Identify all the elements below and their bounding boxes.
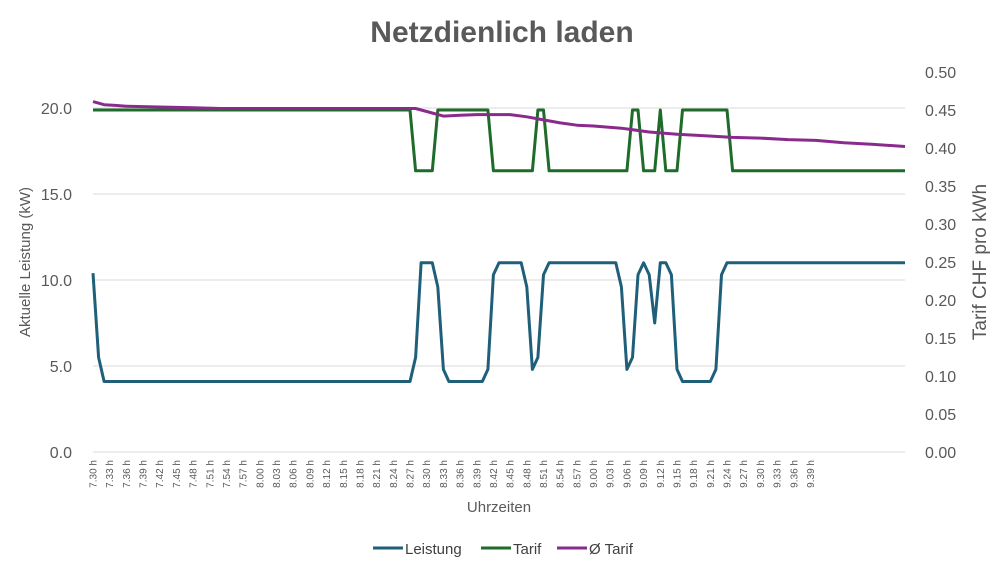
x-tick-label: 8.33 h <box>439 460 450 488</box>
x-axis: 7.30 h 7.33 h 7.36 h 7.39 h 7.42 h 7.45 h 7.48… <box>89 460 817 488</box>
x-tick-label: 9.24 h <box>723 460 734 488</box>
x-tick-label: 8.03 h <box>272 460 283 488</box>
x-tick-label: 8.57 h <box>572 460 583 488</box>
x-tick-label: 8.06 h <box>289 460 300 488</box>
y2-tick-label: 0.00 <box>925 445 956 462</box>
x-tick-label: 7.51 h <box>205 460 216 488</box>
legend: Leistung Tarif Ø Tarif <box>373 541 634 558</box>
x-tick-label: 9.15 h <box>672 460 683 488</box>
y2-tick-label: 0.50 <box>925 65 956 82</box>
x-tick-label: 8.45 h <box>506 460 517 488</box>
y2-axis-title: Tarif CHF pro kWh <box>970 184 991 340</box>
x-tick-label: 9.36 h <box>789 460 800 488</box>
series-line-tarif <box>92 100 906 148</box>
x-tick-label: 7.33 h <box>105 460 116 488</box>
x-tick-label: 7.39 h <box>139 460 150 488</box>
y2-tick-label: 0.35 <box>925 179 956 196</box>
x-tick-label: 8.15 h <box>339 460 350 488</box>
y-tick-label: 10.0 <box>41 273 72 290</box>
x-tick-label: 9.12 h <box>656 460 667 488</box>
x-tick-label: 7.36 h <box>122 460 133 488</box>
series-lines <box>91 100 906 383</box>
x-tick-label: 8.21 h <box>372 460 383 488</box>
x-tick-label: 9.09 h <box>639 460 650 488</box>
y2-tick-label: 0.20 <box>925 293 956 310</box>
x-tick-label: 7.57 h <box>239 460 250 488</box>
y2-tick-label: 0.25 <box>925 255 956 272</box>
x-tick-label: 8.30 h <box>422 460 433 488</box>
y-tick-label: 0.0 <box>50 445 72 462</box>
x-axis-title: Uhrzeiten <box>467 499 531 516</box>
series-line-tarif <box>93 108 905 173</box>
x-tick-label: 9.39 h <box>806 460 817 488</box>
series-line-leistung <box>91 261 905 383</box>
x-tick-label: 9.00 h <box>589 460 600 488</box>
x-tick-label: 8.48 h <box>522 460 533 488</box>
x-tick-label: 9.27 h <box>739 460 750 488</box>
x-tick-label: 9.21 h <box>706 460 717 488</box>
x-tick-label: 8.39 h <box>472 460 483 488</box>
y-axis-right: 0.00 0.05 0.10 0.15 0.20 0.25 0.30 0.35 0.40 0.45… <box>925 65 956 462</box>
gridlines <box>93 107 905 453</box>
x-tick-label: 7.30 h <box>89 460 100 488</box>
x-tick-label: 8.09 h <box>305 460 316 488</box>
y2-tick-label: 0.10 <box>925 369 956 386</box>
x-tick-label: 8.36 h <box>456 460 467 488</box>
legend-label: Ø Tarif <box>589 541 634 558</box>
legend-label: Leistung <box>405 541 462 558</box>
y2-tick-label: 0.40 <box>925 141 956 158</box>
x-tick-label: 9.06 h <box>622 460 633 488</box>
x-tick-label: 8.27 h <box>406 460 417 488</box>
y-axis-left: 0.0 5.0 10.0 15.0 20.0 <box>41 101 72 462</box>
x-tick-label: 7.42 h <box>155 460 166 488</box>
x-tick-label: 7.54 h <box>222 460 233 488</box>
chart-title: Netzdienlich laden <box>370 16 633 49</box>
x-tick-label: 9.30 h <box>756 460 767 488</box>
y-tick-label: 5.0 <box>50 359 72 376</box>
y2-tick-label: 0.15 <box>925 331 956 348</box>
x-tick-label: 7.45 h <box>172 460 183 488</box>
y-axis-title: Aktuelle Leistung (kW) <box>17 187 34 337</box>
x-tick-label: 8.00 h <box>255 460 266 488</box>
x-tick-label: 8.24 h <box>389 460 400 488</box>
x-tick-label: 9.18 h <box>689 460 700 488</box>
x-tick-label: 9.33 h <box>773 460 784 488</box>
x-tick-label: 8.51 h <box>539 460 550 488</box>
y-tick-label: 20.0 <box>41 101 72 118</box>
x-tick-label: 9.03 h <box>606 460 617 488</box>
y-tick-label: 15.0 <box>41 187 72 204</box>
x-tick-label: 7.48 h <box>189 460 200 488</box>
legend-label: Tarif <box>513 541 542 558</box>
x-tick-label: 8.42 h <box>489 460 500 488</box>
x-tick-label: 8.54 h <box>556 460 567 488</box>
x-tick-label: 8.18 h <box>355 460 366 488</box>
y2-tick-label: 0.05 <box>925 407 956 424</box>
y2-tick-label: 0.45 <box>925 103 956 120</box>
y2-tick-label: 0.30 <box>925 217 956 234</box>
x-tick-label: 8.12 h <box>322 460 333 488</box>
